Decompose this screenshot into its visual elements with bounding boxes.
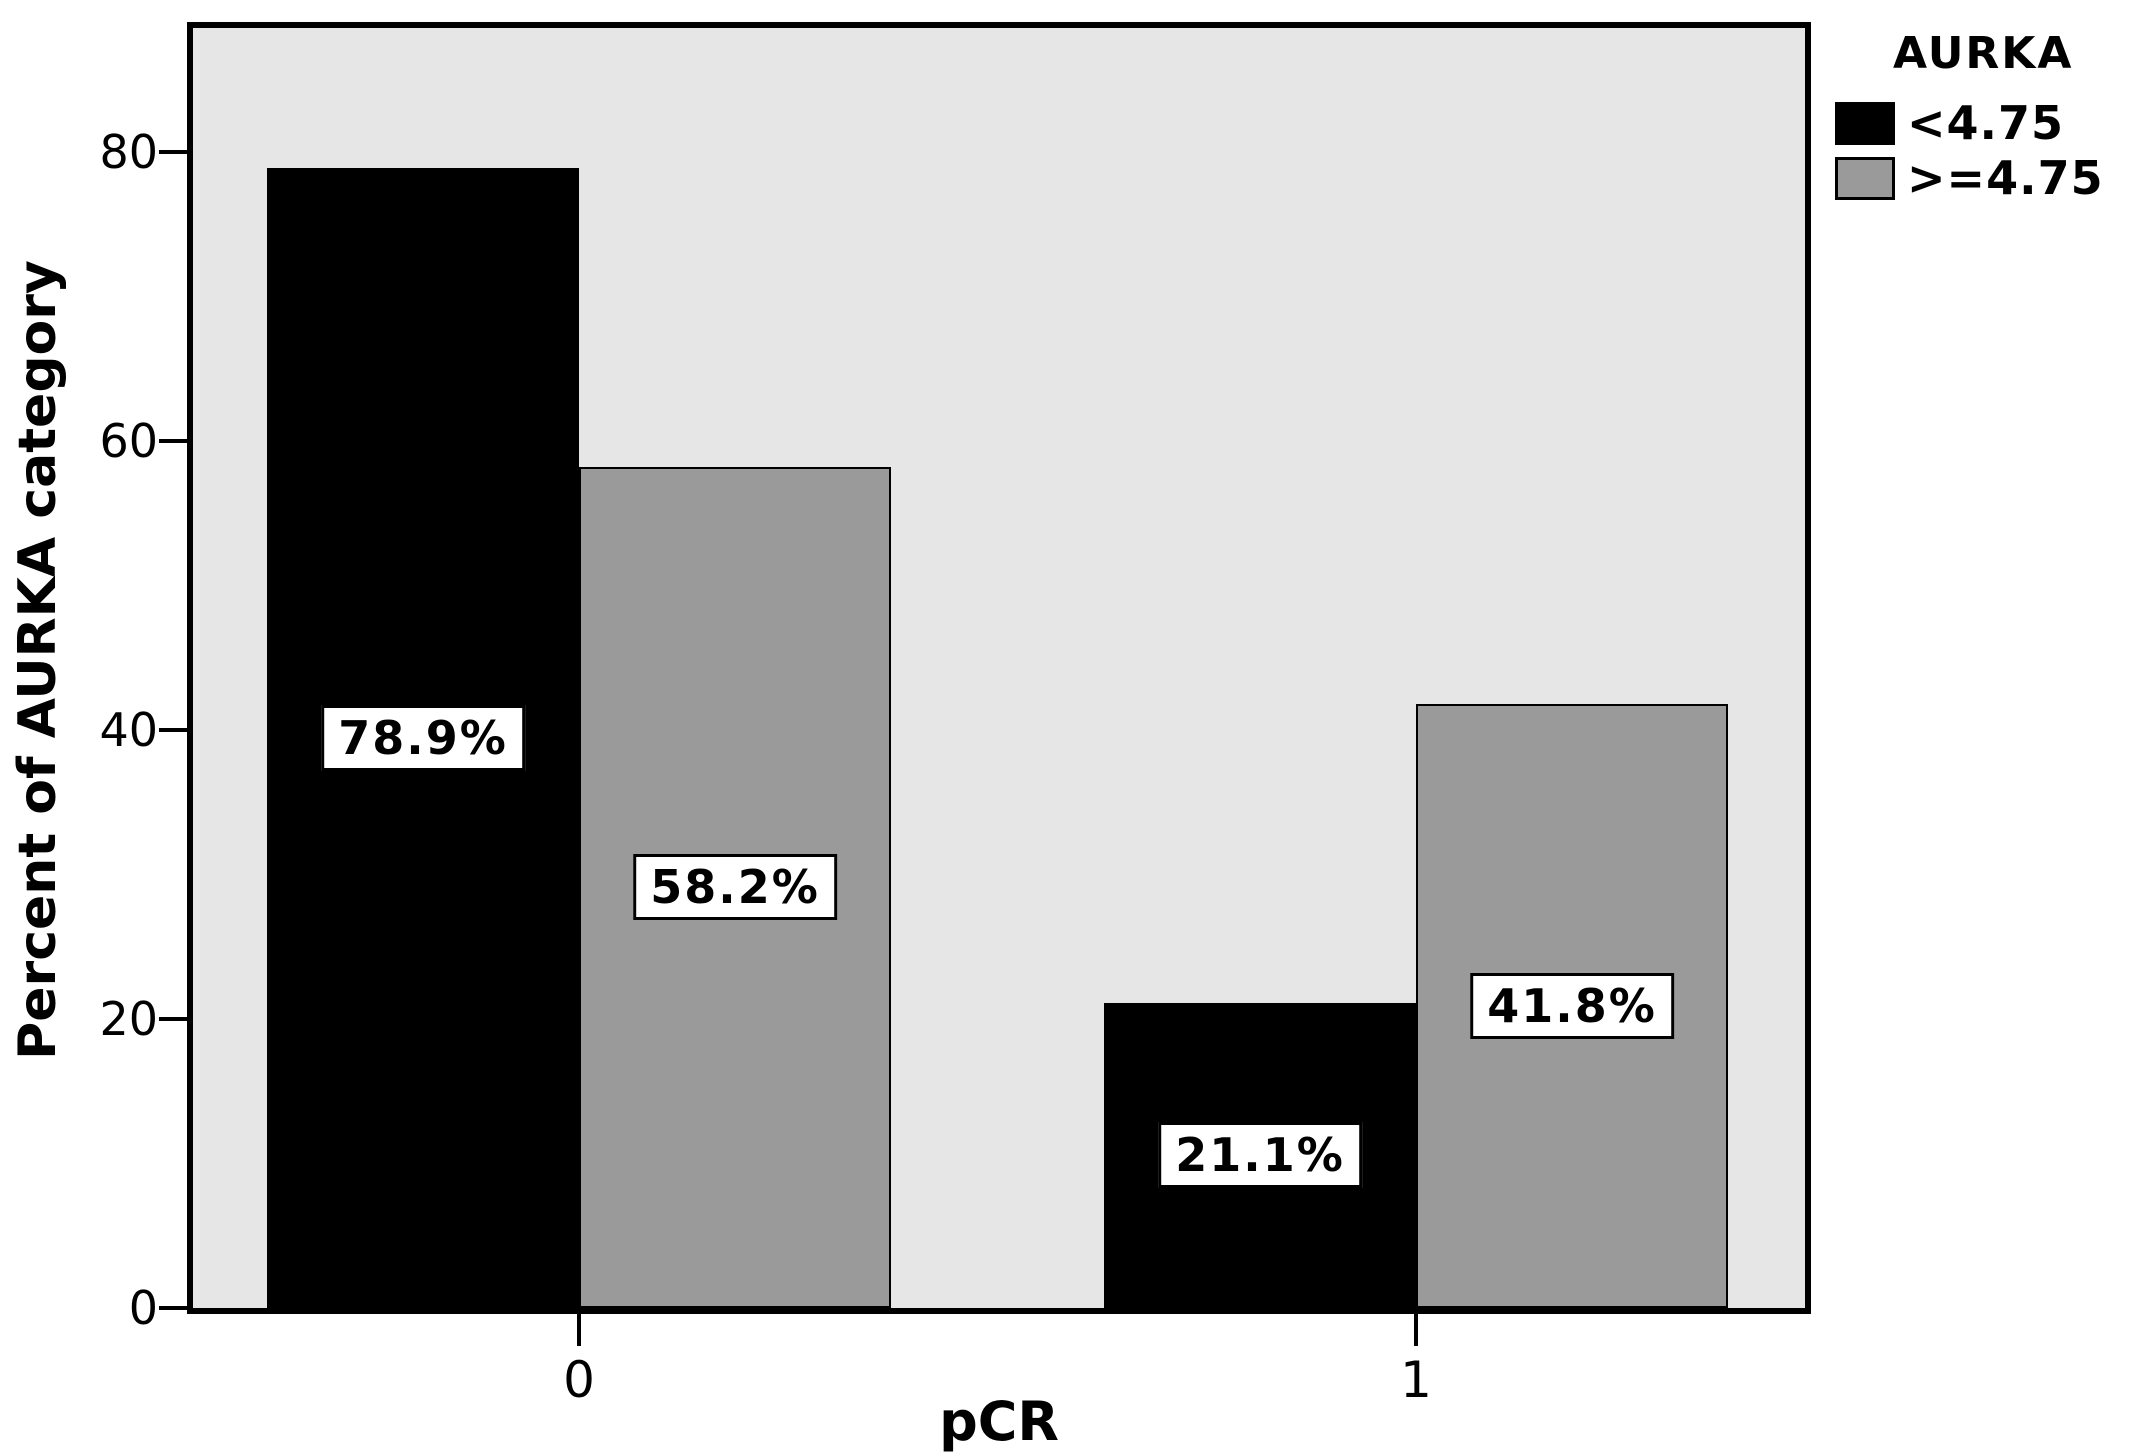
y-axis-title: Percent of AURKA category: [8, 260, 68, 1060]
legend-swatch-lt475: [1835, 101, 1895, 145]
x-tick-label: 1: [1400, 1351, 1432, 1409]
bar-value-label: 41.8%: [1470, 973, 1674, 1039]
x-tick-label: 0: [563, 1351, 595, 1409]
y-tick-label: 60: [99, 414, 158, 468]
x-axis-title: pCR: [939, 1390, 1059, 1453]
legend-item: >=4.75: [1835, 155, 2104, 201]
bar-value-label: 21.1%: [1158, 1122, 1362, 1188]
bar-value-label: 58.2%: [633, 854, 837, 920]
y-tick: [159, 439, 187, 443]
bar-value-label: 78.9%: [321, 705, 525, 771]
legend: AURKA <4.75 >=4.75: [1835, 30, 2104, 201]
y-tick-label: 0: [128, 1281, 158, 1335]
x-tick: [1414, 1314, 1418, 1346]
y-tick: [159, 728, 187, 732]
y-tick-label: 40: [99, 703, 158, 757]
legend-swatch-ge475: [1835, 156, 1895, 200]
plot-area: 78.9% 58.2% 21.1% 41.8%: [187, 22, 1811, 1314]
legend-title: AURKA: [1893, 28, 2074, 79]
y-tick: [159, 150, 187, 154]
y-tick-label: 80: [99, 125, 158, 179]
x-tick: [577, 1314, 581, 1346]
y-tick: [159, 1306, 187, 1310]
legend-item-label: >=4.75: [1907, 151, 2104, 205]
y-tick: [159, 1017, 187, 1021]
y-tick-label: 20: [99, 992, 158, 1046]
legend-item: <4.75: [1835, 100, 2104, 146]
legend-item-label: <4.75: [1907, 96, 2065, 150]
